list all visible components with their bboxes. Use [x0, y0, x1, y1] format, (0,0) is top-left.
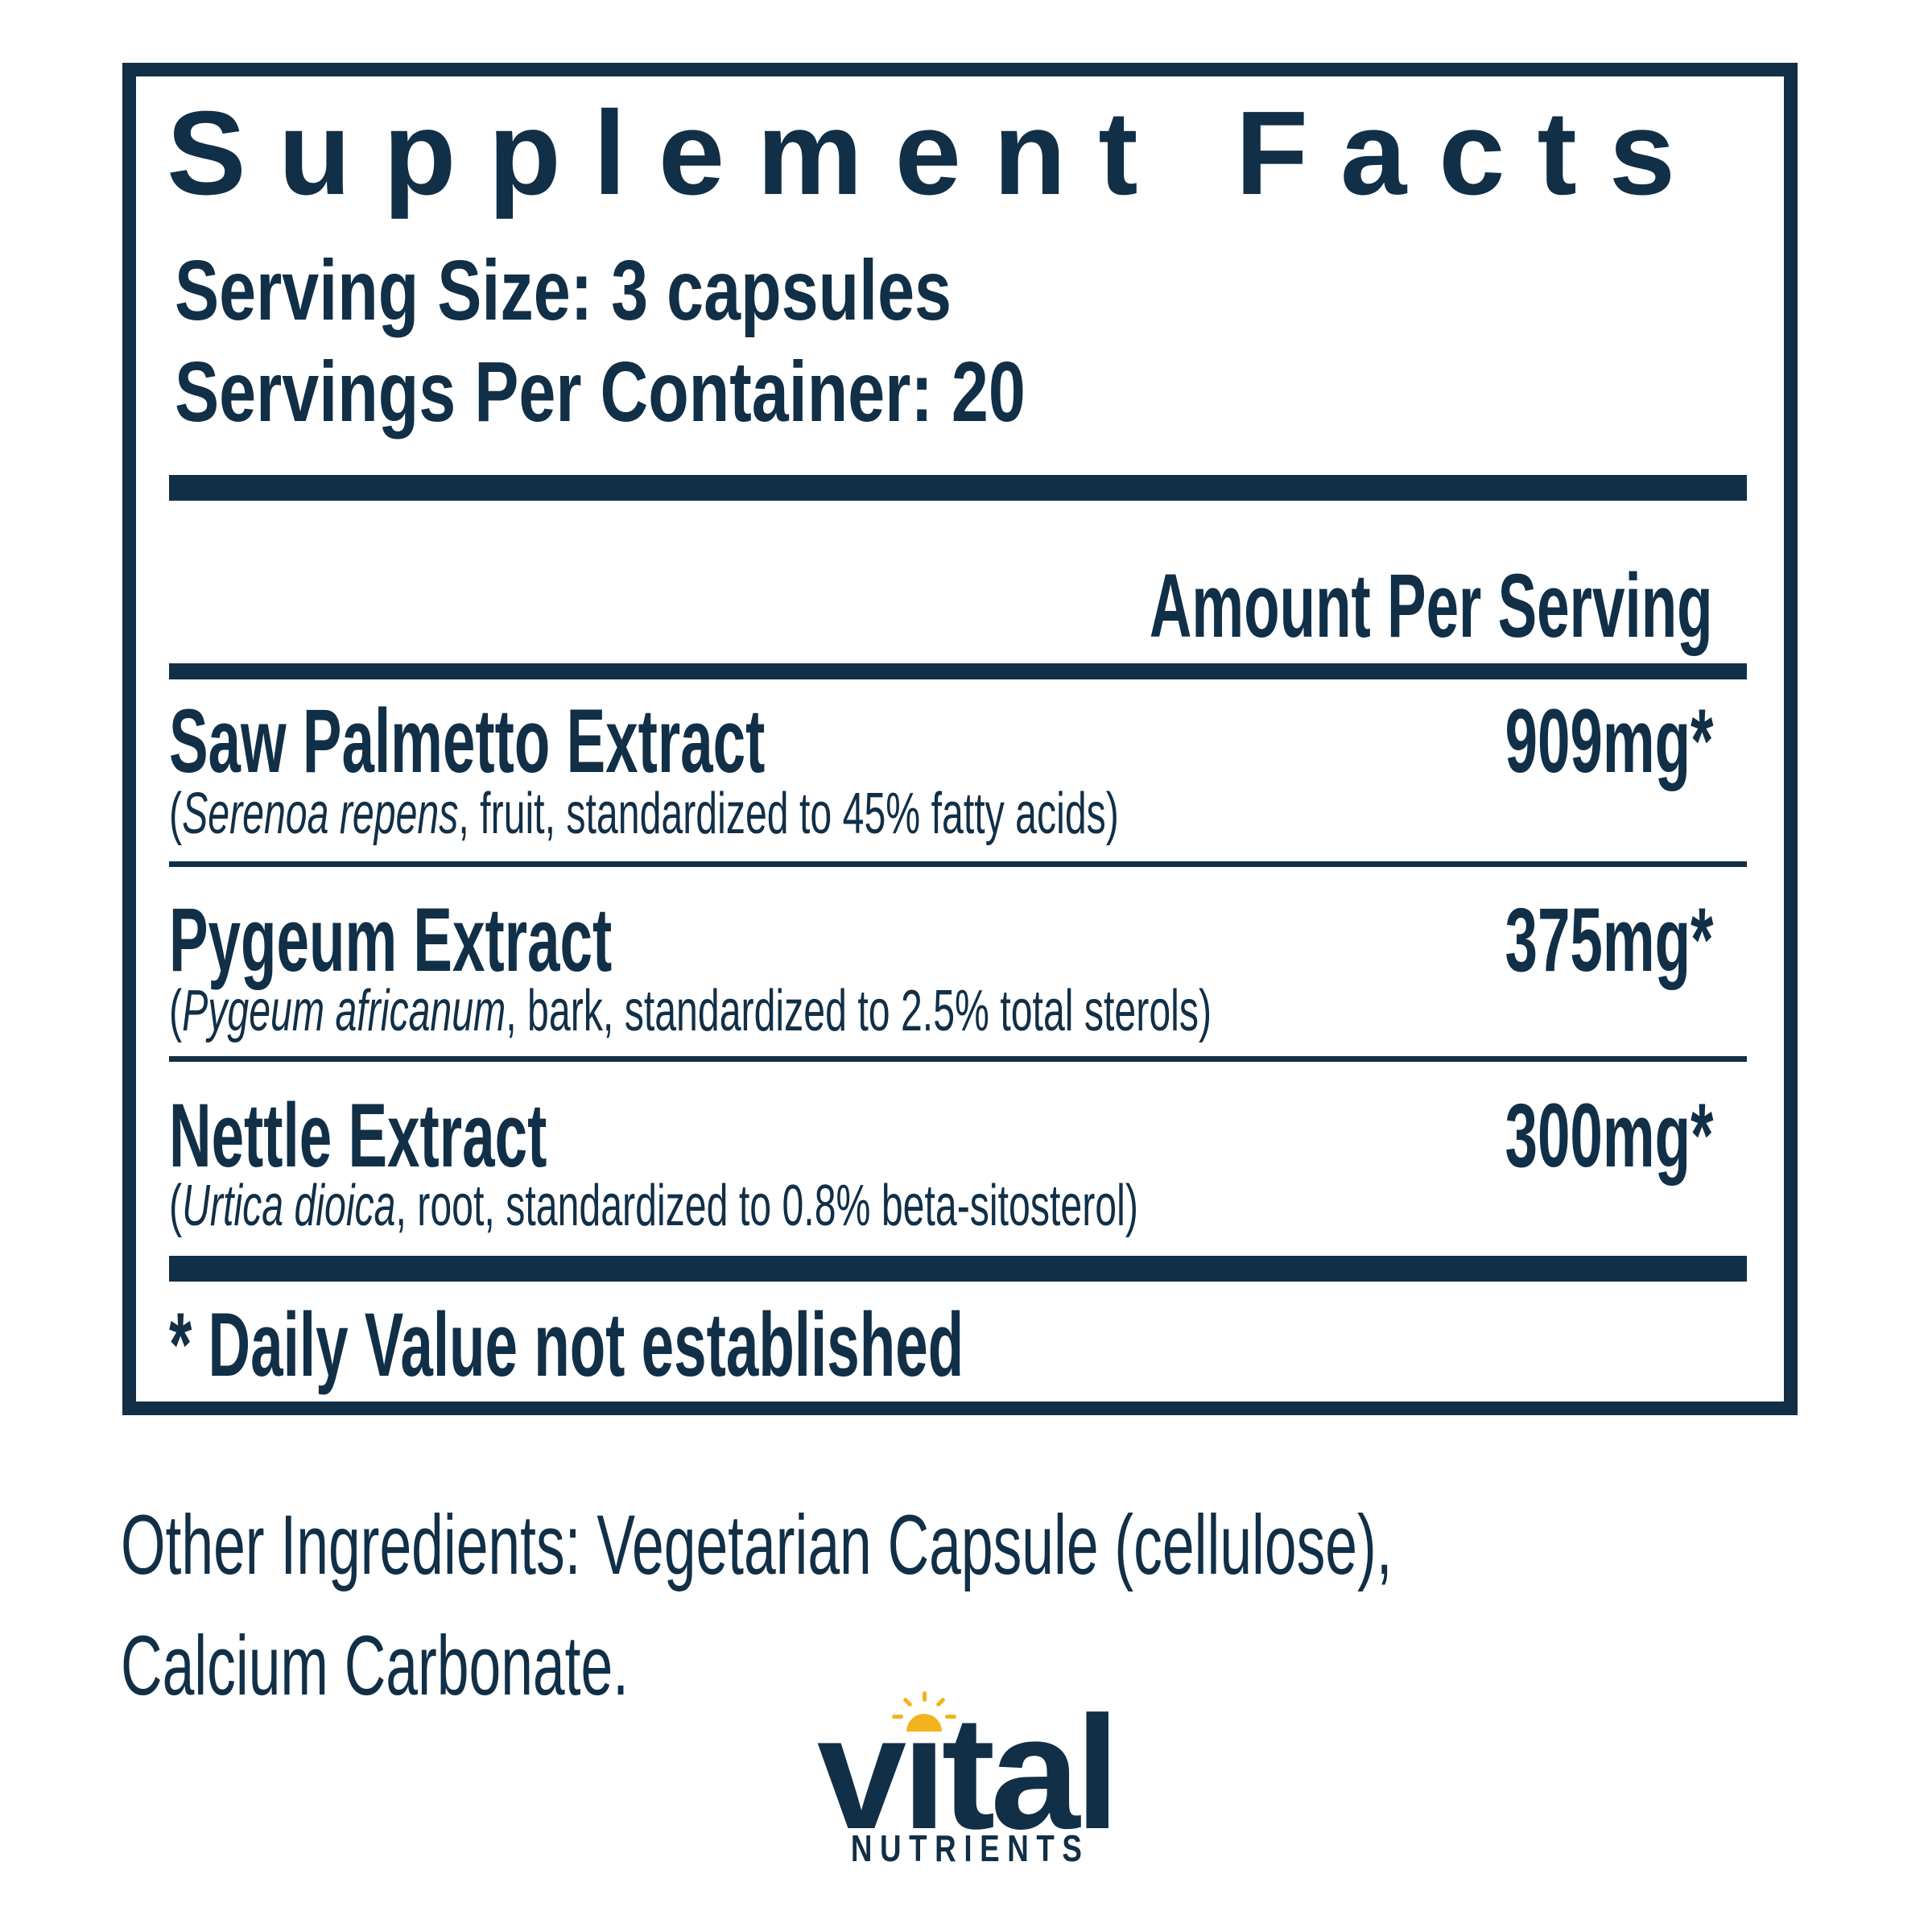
servings-per-container: Servings Per Container: 20: [175, 345, 1026, 440]
divider-thick-bottom: [169, 1256, 1747, 1282]
divider-thin: [169, 1056, 1747, 1062]
brand-wordmark: vıtal: [816, 1683, 1120, 1863]
latin-name: Serenoa repens: [182, 782, 459, 846]
detail-open-paren: (: [169, 979, 183, 1043]
detail-open-paren: (: [169, 782, 183, 846]
other-ingredients-line2: Calcium Carbonate.: [121, 1619, 629, 1713]
sun-ray: [902, 1697, 913, 1707]
serving-size: Serving Size: 3 capsules: [175, 243, 952, 338]
detail-text: , root, standardized to 0.8% beta-sitost…: [395, 1174, 1138, 1238]
ingredient-detail: (Serenoa repens, fruit, standardized to …: [169, 785, 1119, 843]
divider-thin: [169, 861, 1747, 867]
ingredient-amount: 375mg*: [1505, 890, 1713, 990]
ingredient-detail: (Urtica dioica, root, standardized to 0.…: [169, 1177, 1138, 1235]
ingredient-name: Saw Palmetto Extract: [169, 691, 766, 791]
brand-logo: vıtal NUTRIENTS: [0, 1683, 1932, 1869]
sun-ray: [922, 1691, 927, 1702]
latin-name: Pygeum africanum: [182, 979, 506, 1043]
detail-text: , bark, standardized to 2.5% total stero…: [506, 979, 1212, 1043]
sun-ray: [891, 1715, 903, 1719]
other-ingredients-line1: Other Ingredients: Vegetarian Capsule (c…: [121, 1498, 1393, 1592]
sun-dome: [906, 1714, 942, 1732]
sun-ray: [944, 1715, 956, 1719]
supplement-facts-panel: Supplement Facts Serving Size: 3 capsule…: [122, 63, 1798, 1415]
detail-open-paren: (: [169, 1174, 183, 1238]
other-ingredients: Other Ingredients: Vegetarian Capsule (c…: [121, 1485, 1393, 1727]
brand-subtext: NUTRIENTS: [850, 1827, 1090, 1869]
divider-thick-top: [169, 475, 1747, 501]
ingredient-amount: 300mg*: [1505, 1085, 1713, 1186]
sun-icon: [891, 1691, 956, 1732]
sun-ray: [935, 1697, 946, 1707]
ingredient-name: Nettle Extract: [169, 1085, 547, 1186]
ingredient-detail: (Pygeum africanum, bark, standardized to…: [169, 982, 1212, 1040]
panel-title: Supplement Facts: [167, 87, 1708, 220]
detail-text: , fruit, standardized to 45% fatty acids…: [458, 782, 1119, 846]
latin-name: Urtica dioica: [182, 1174, 396, 1238]
daily-value-footnote: * Daily Value not established: [169, 1294, 964, 1395]
ingredient-amount: 909mg*: [1505, 691, 1713, 791]
divider-medium: [169, 663, 1747, 679]
ingredient-name: Pygeum Extract: [169, 890, 613, 990]
amount-per-serving-header: Amount Per Serving: [1150, 555, 1713, 656]
